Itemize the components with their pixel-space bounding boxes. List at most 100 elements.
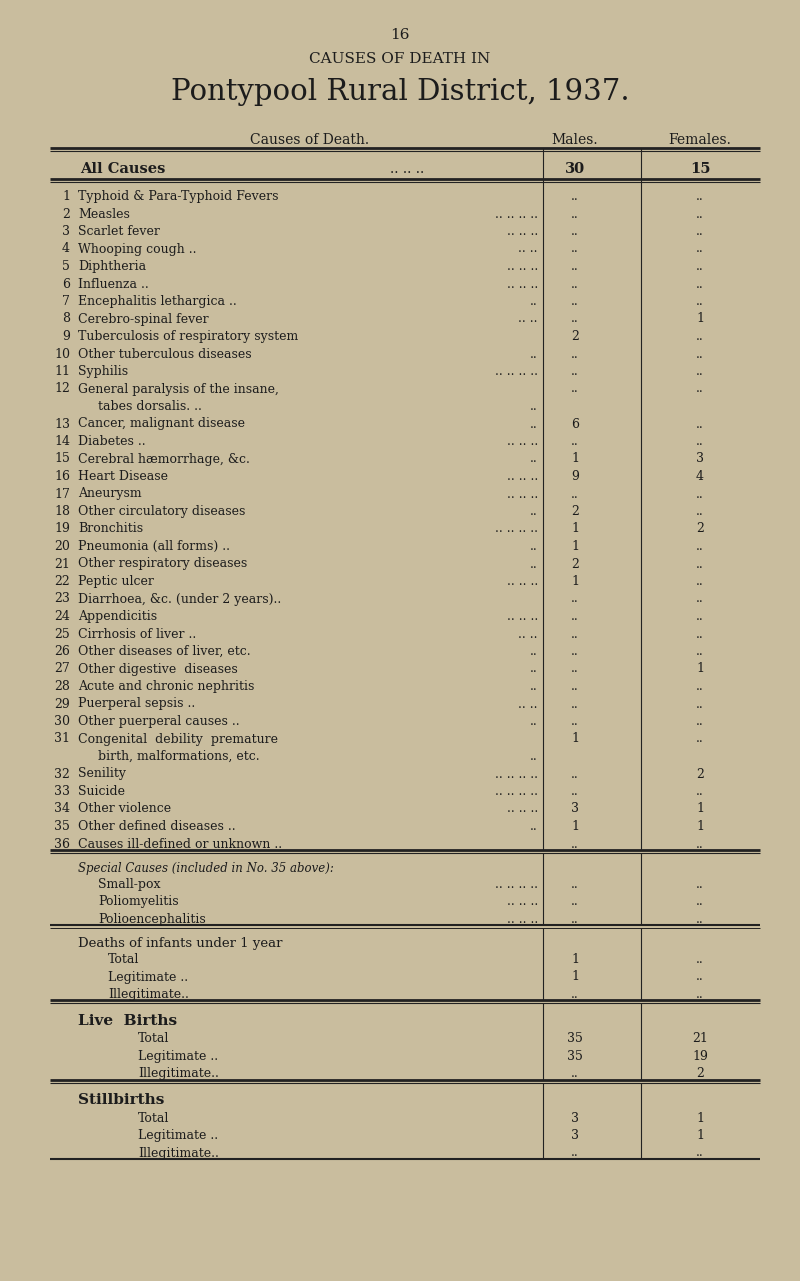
Text: ..: ..: [696, 610, 704, 623]
Text: 10: 10: [54, 347, 70, 360]
Text: .. .. .. ..: .. .. .. ..: [495, 365, 538, 378]
Text: 16: 16: [390, 28, 410, 42]
Text: 1: 1: [571, 541, 579, 553]
Text: ..: ..: [696, 680, 704, 693]
Text: ..: ..: [696, 697, 704, 711]
Text: Puerperal sepsis ..: Puerperal sepsis ..: [78, 697, 195, 711]
Text: Other diseases of liver, etc.: Other diseases of liver, etc.: [78, 646, 250, 658]
Text: 1: 1: [62, 190, 70, 202]
Text: .. .. ..: .. .. ..: [506, 488, 538, 501]
Text: Cancer, malignant disease: Cancer, malignant disease: [78, 418, 245, 430]
Text: tabes dorsalis. ..: tabes dorsalis. ..: [98, 400, 202, 412]
Text: .. .. ..: .. .. ..: [506, 225, 538, 238]
Text: Heart Disease: Heart Disease: [78, 470, 168, 483]
Text: Diphtheria: Diphtheria: [78, 260, 146, 273]
Text: ..: ..: [530, 646, 538, 658]
Text: Scarlet fever: Scarlet fever: [78, 225, 160, 238]
Text: ..: ..: [696, 436, 704, 448]
Text: Cirrhosis of liver ..: Cirrhosis of liver ..: [78, 628, 196, 640]
Text: Congenital  debility  premature: Congenital debility premature: [78, 733, 278, 746]
Text: ..: ..: [696, 733, 704, 746]
Text: ..: ..: [696, 715, 704, 728]
Text: ..: ..: [696, 488, 704, 501]
Text: ..: ..: [696, 575, 704, 588]
Text: .. .. ..: .. .. ..: [506, 913, 538, 926]
Text: CAUSES OF DEATH IN: CAUSES OF DEATH IN: [310, 53, 490, 67]
Text: 21: 21: [54, 557, 70, 570]
Text: Acute and chronic nephritis: Acute and chronic nephritis: [78, 680, 254, 693]
Text: ..: ..: [571, 628, 579, 640]
Text: ..: ..: [696, 628, 704, 640]
Text: ..: ..: [530, 680, 538, 693]
Text: .. .. ..: .. .. ..: [506, 610, 538, 623]
Text: 26: 26: [54, 646, 70, 658]
Text: 17: 17: [54, 488, 70, 501]
Text: Females.: Females.: [669, 133, 731, 147]
Text: ..: ..: [571, 208, 579, 220]
Text: ..: ..: [696, 895, 704, 908]
Text: ..: ..: [530, 820, 538, 833]
Text: Other digestive  diseases: Other digestive diseases: [78, 662, 238, 675]
Text: ..: ..: [571, 1146, 579, 1159]
Text: Poliomyelitis: Poliomyelitis: [98, 895, 178, 908]
Text: Other respiratory diseases: Other respiratory diseases: [78, 557, 247, 570]
Text: birth, malformations, etc.: birth, malformations, etc.: [98, 749, 260, 763]
Text: ..: ..: [571, 715, 579, 728]
Text: ..: ..: [530, 749, 538, 763]
Text: All Causes: All Causes: [80, 161, 166, 175]
Text: Influenza ..: Influenza ..: [78, 278, 149, 291]
Text: 3: 3: [571, 802, 579, 816]
Text: ..: ..: [696, 971, 704, 984]
Text: .. .. ..: .. .. ..: [506, 470, 538, 483]
Text: ..: ..: [696, 225, 704, 238]
Text: ..: ..: [571, 190, 579, 202]
Text: Pneumonia (all forms) ..: Pneumonia (all forms) ..: [78, 541, 230, 553]
Text: Encephalitis lethargica ..: Encephalitis lethargica ..: [78, 295, 237, 307]
Text: .. .. .. ..: .. .. .. ..: [495, 877, 538, 890]
Text: Illegitimate..: Illegitimate..: [108, 988, 189, 1000]
Text: ..: ..: [696, 347, 704, 360]
Text: 8: 8: [62, 313, 70, 325]
Text: ..: ..: [696, 295, 704, 307]
Text: 6: 6: [62, 278, 70, 291]
Text: 7: 7: [62, 295, 70, 307]
Text: 15: 15: [690, 161, 710, 175]
Text: ..: ..: [696, 190, 704, 202]
Text: ..: ..: [530, 662, 538, 675]
Text: ..: ..: [571, 877, 579, 890]
Text: 19: 19: [54, 523, 70, 535]
Text: .. ..: .. ..: [518, 313, 538, 325]
Text: ..: ..: [571, 593, 579, 606]
Text: ..: ..: [530, 400, 538, 412]
Text: ..: ..: [696, 646, 704, 658]
Text: ..: ..: [696, 242, 704, 255]
Text: ..: ..: [571, 347, 579, 360]
Text: ..: ..: [571, 295, 579, 307]
Text: 24: 24: [54, 610, 70, 623]
Text: 1: 1: [571, 452, 579, 465]
Text: ..: ..: [696, 913, 704, 926]
Text: Pontypool Rural District, 1937.: Pontypool Rural District, 1937.: [170, 78, 630, 106]
Text: 13: 13: [54, 418, 70, 430]
Text: .. .. ..: .. .. ..: [506, 575, 538, 588]
Text: ..: ..: [571, 767, 579, 780]
Text: Typhoid & Para-Typhoid Fevers: Typhoid & Para-Typhoid Fevers: [78, 190, 278, 202]
Text: 1: 1: [571, 575, 579, 588]
Text: 9: 9: [571, 470, 579, 483]
Text: .. .. ..: .. .. ..: [506, 802, 538, 816]
Text: ..: ..: [571, 697, 579, 711]
Text: Illegitimate..: Illegitimate..: [138, 1146, 219, 1159]
Text: Peptic ulcer: Peptic ulcer: [78, 575, 154, 588]
Text: .. .. .. ..: .. .. .. ..: [495, 785, 538, 798]
Text: 1: 1: [571, 971, 579, 984]
Text: Illegitimate..: Illegitimate..: [138, 1067, 219, 1080]
Text: 33: 33: [54, 785, 70, 798]
Text: Other tuberculous diseases: Other tuberculous diseases: [78, 347, 252, 360]
Text: 2: 2: [571, 330, 579, 343]
Text: Legitimate ..: Legitimate ..: [108, 971, 188, 984]
Text: ..: ..: [571, 278, 579, 291]
Text: ..: ..: [571, 365, 579, 378]
Text: 27: 27: [54, 662, 70, 675]
Text: Deaths of infants under 1 year: Deaths of infants under 1 year: [78, 936, 282, 951]
Text: .. .. ..: .. .. ..: [506, 278, 538, 291]
